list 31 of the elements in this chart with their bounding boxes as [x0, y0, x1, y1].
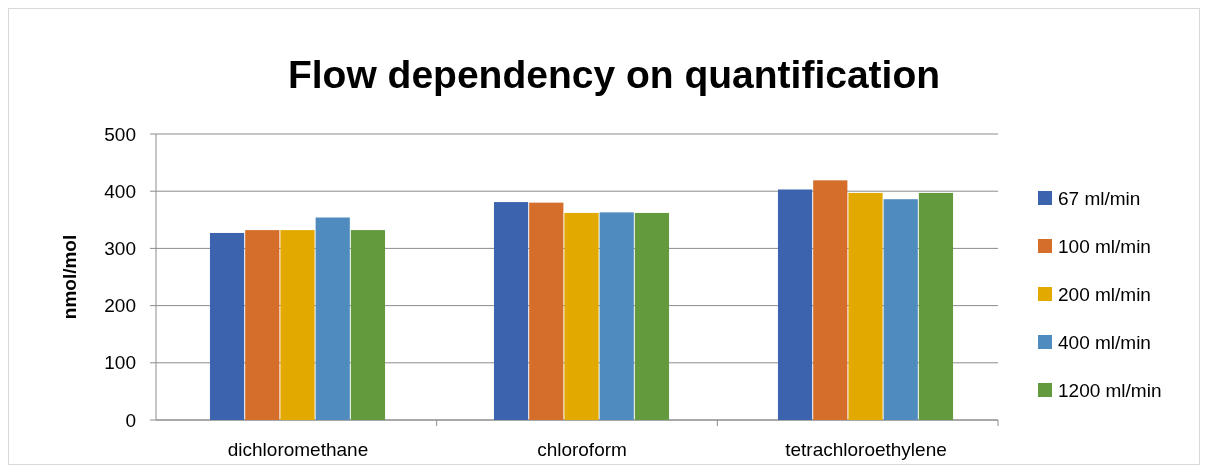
y-tick-label: 500 [104, 123, 136, 145]
bar [209, 232, 245, 420]
legend-label: 400 ml/min [1058, 331, 1151, 353]
bar [813, 180, 848, 420]
bar [529, 202, 564, 420]
bar [564, 212, 599, 420]
bar [883, 199, 918, 420]
x-tick-label: tetrachloroethylene [785, 439, 947, 460]
y-tick-label: 300 [104, 238, 136, 260]
x-tick-label: chloroform [537, 439, 627, 460]
y-axis-title: nmol/mol [59, 234, 80, 320]
y-tick-label: 0 [125, 409, 136, 431]
legend-label: 100 ml/min [1058, 235, 1151, 257]
bar [280, 230, 315, 420]
y-tick-label: 400 [104, 180, 136, 202]
legend-label: 200 ml/min [1058, 283, 1151, 305]
bar [315, 217, 350, 420]
chart-title: Flow dependency on quantification [287, 53, 941, 96]
bar [634, 212, 670, 420]
bar [777, 189, 813, 420]
legend-label: 67 ml/min [1058, 187, 1141, 209]
legend-label: 1200 ml/min [1058, 379, 1162, 401]
x-tick-label: dichloromethane [227, 439, 369, 460]
bar [599, 212, 634, 420]
bar [918, 192, 954, 420]
bar [350, 230, 386, 420]
bar [493, 202, 529, 420]
bar [245, 230, 280, 420]
y-tick-label: 200 [104, 295, 136, 317]
bar [848, 192, 883, 420]
y-tick-label: 100 [104, 352, 136, 374]
